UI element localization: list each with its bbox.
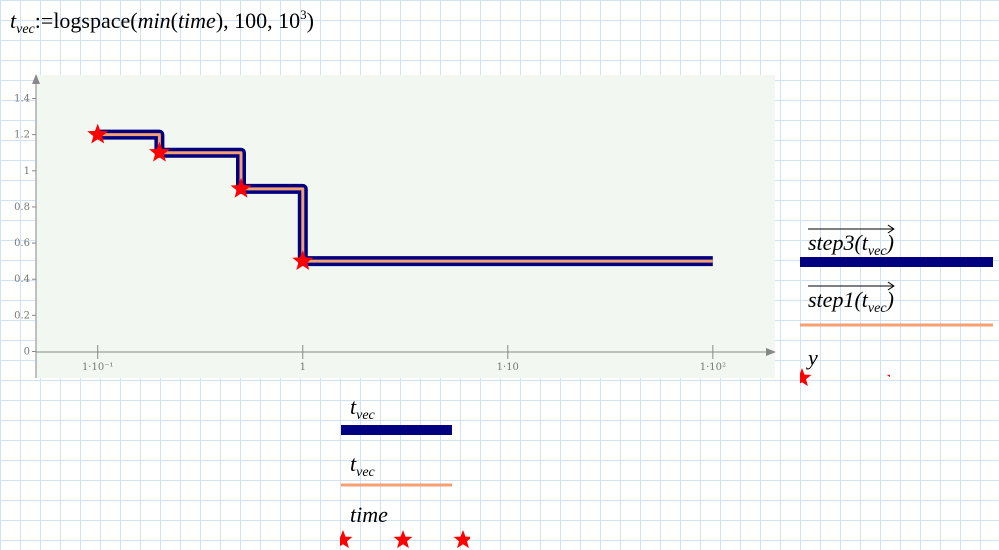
legend-paren: (	[854, 230, 863, 255]
func: logspace	[53, 8, 130, 33]
x-legend-label: time	[350, 502, 388, 527]
overline-arrow-head	[887, 281, 895, 291]
var-sub: vec	[16, 22, 35, 37]
x-name: time	[350, 502, 388, 527]
x-axis-arrow	[766, 348, 776, 356]
x-tick-label: 1·10⁻¹	[82, 362, 114, 373]
legend-func: y	[806, 345, 818, 370]
paren: ),	[216, 8, 234, 33]
star-marker	[87, 123, 109, 144]
y-axis-arrow	[32, 74, 40, 84]
arg1-arg: time	[178, 8, 216, 33]
legend-paren: )	[885, 230, 894, 255]
legend-func: step3	[808, 230, 854, 255]
x-tick-label: 1·10	[497, 362, 519, 373]
x-name-sub: vec	[356, 465, 375, 480]
arg1-func: min	[138, 8, 171, 33]
var: t	[10, 8, 17, 33]
y-tick-label: 0.8	[14, 202, 30, 213]
y-tick-label: 0.2	[14, 310, 30, 321]
star-marker	[230, 177, 252, 198]
x-name: t	[350, 394, 357, 419]
legend-star	[982, 368, 999, 386]
arg3-base: 10	[278, 8, 300, 33]
y-tick-label: 0.6	[14, 238, 30, 249]
y-legend-label: y	[806, 345, 818, 370]
legend-func: step1	[808, 287, 854, 312]
star-marker	[292, 250, 314, 270]
legend-star	[393, 530, 413, 549]
legend-stars	[340, 530, 470, 549]
step-line	[97, 133, 713, 263]
legend-stars	[800, 368, 999, 387]
x-tick-label: 1·10²	[700, 362, 726, 373]
legend-arg: t	[862, 287, 869, 312]
overline-arrow-head	[887, 224, 895, 234]
arg2: 100	[234, 8, 267, 33]
x-name-sub: vec	[356, 408, 375, 423]
legend-star	[340, 530, 353, 549]
paren: )	[307, 8, 314, 33]
legend-arg: t	[862, 230, 869, 255]
y-tick-label: 1.4	[14, 93, 30, 104]
star-marker	[149, 141, 170, 162]
legend-arg-sub: vec	[868, 301, 887, 316]
legend-star	[887, 374, 890, 378]
arg3-exp: 3	[300, 7, 307, 22]
legend-paren: (	[854, 287, 863, 312]
legend-arg-sub: vec	[868, 244, 887, 259]
y-legend-label: step1(tvec)	[808, 287, 894, 316]
y-tick-label: 0.4	[14, 274, 30, 285]
legend-paren: )	[885, 287, 894, 312]
op: :=	[35, 8, 54, 33]
legend-star	[453, 530, 470, 549]
y-tick-label: 0	[24, 347, 30, 358]
y-tick-label: 1	[24, 166, 30, 177]
legend-star	[800, 368, 812, 387]
y-legend-label: step3(tvec)	[808, 230, 894, 259]
formula: tvec:=logspace(min(time), 100, 103)	[10, 7, 314, 37]
paren: (	[130, 8, 137, 33]
comma: ,	[267, 8, 278, 33]
x-tick-label: 1	[300, 362, 306, 373]
x-name: t	[350, 451, 357, 476]
x-legend-label: tvec	[350, 451, 376, 480]
plot-area	[35, 75, 775, 378]
x-legend-label: tvec	[350, 394, 376, 423]
paren: (	[171, 8, 178, 33]
y-tick-label: 1.2	[14, 130, 30, 141]
